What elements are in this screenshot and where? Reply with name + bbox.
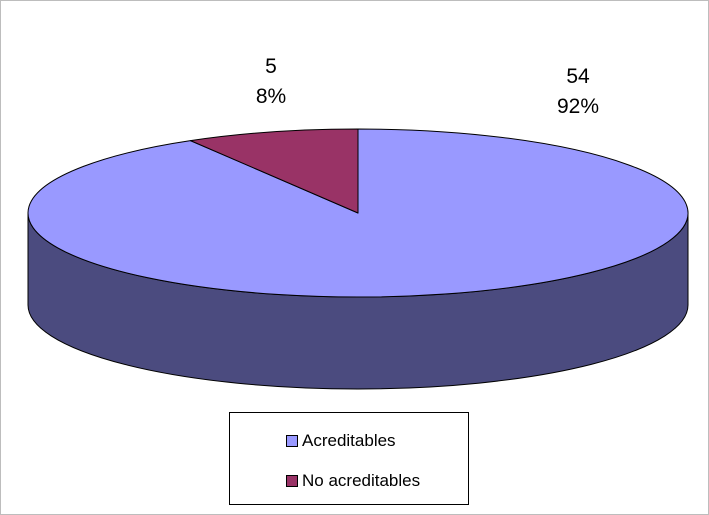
data-label-value-no-acreditables: 5 xyxy=(265,55,277,78)
legend-swatch-acreditables xyxy=(286,435,298,447)
data-label-percent-no-acreditables: 8% xyxy=(256,85,286,108)
legend-swatch-no-acreditables xyxy=(286,475,298,487)
data-label-percent-acreditables: 92% xyxy=(557,95,599,118)
legend-item-no-acreditables: No acreditables xyxy=(286,471,420,491)
legend: Acreditables No acreditables xyxy=(229,412,469,505)
pie-tops xyxy=(27,128,689,298)
legend-label-acreditables: Acreditables xyxy=(302,431,396,450)
legend-item-acreditables: Acreditables xyxy=(286,431,396,451)
data-label-value-acreditables: 54 xyxy=(566,65,590,88)
pie-slice-no-acreditables xyxy=(189,128,359,214)
pie-labels: 54 92% 5 8% xyxy=(256,55,599,118)
legend-label-no-acreditables: No acreditables xyxy=(302,471,421,490)
